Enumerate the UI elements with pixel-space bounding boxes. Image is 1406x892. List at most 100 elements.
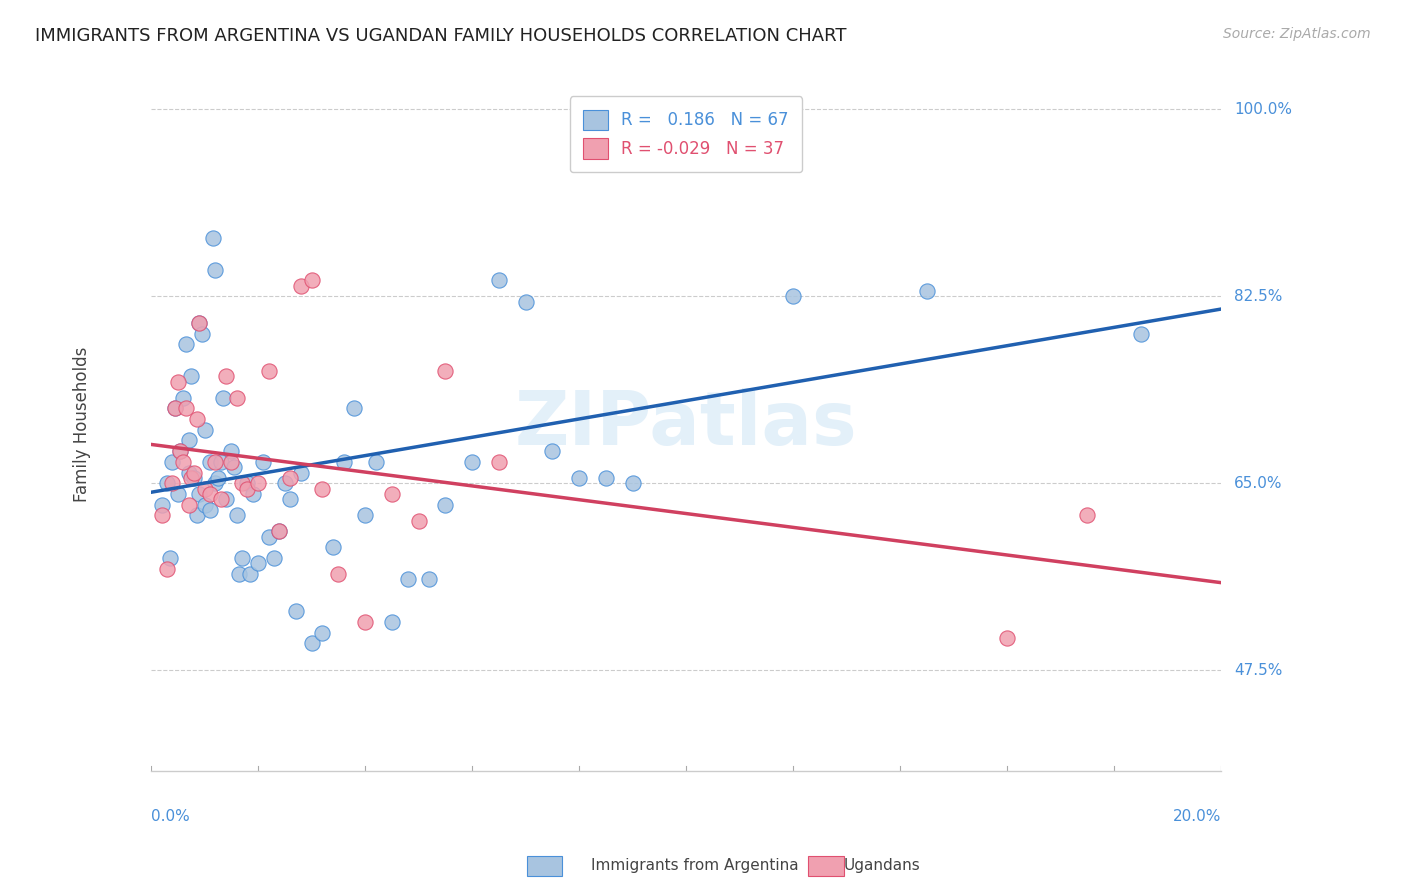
Point <box>193 498 215 512</box>
Point <box>183 471 205 485</box>
Point <box>434 498 457 512</box>
Point <box>165 401 187 416</box>
Point <box>166 487 188 501</box>
Point <box>180 369 202 384</box>
Point <box>364 455 387 469</box>
Point <box>165 401 187 416</box>
Point <box>188 316 211 330</box>
Point <box>343 401 366 416</box>
Point <box>782 289 804 303</box>
Point <box>239 566 262 581</box>
Point <box>225 391 247 405</box>
Point <box>150 508 173 523</box>
Point <box>231 550 253 565</box>
Point <box>198 503 221 517</box>
Point <box>221 455 243 469</box>
Point <box>221 444 243 458</box>
Point <box>169 444 191 458</box>
Point <box>222 460 245 475</box>
Text: 0.0%: 0.0% <box>150 809 190 824</box>
Point <box>198 455 221 469</box>
Point <box>201 230 224 244</box>
Point <box>568 471 591 485</box>
Point <box>541 444 564 458</box>
Point <box>150 498 173 512</box>
Point <box>204 476 226 491</box>
Text: 65.0%: 65.0% <box>1234 475 1282 491</box>
Point <box>242 487 264 501</box>
Point <box>396 572 419 586</box>
Point <box>263 550 285 565</box>
Point <box>236 482 259 496</box>
Point <box>488 273 510 287</box>
Point <box>1129 326 1152 341</box>
Point <box>172 391 194 405</box>
Point <box>311 482 333 496</box>
Point <box>174 401 197 416</box>
Legend: R =   0.186   N = 67, R = -0.029   N = 37: R = 0.186 N = 67, R = -0.029 N = 37 <box>569 96 803 172</box>
Point <box>186 508 208 523</box>
Point <box>177 434 200 448</box>
Point <box>162 476 184 491</box>
Point <box>408 514 430 528</box>
Point <box>166 375 188 389</box>
Point <box>204 455 226 469</box>
Point <box>188 316 211 330</box>
Point <box>290 466 312 480</box>
Point <box>247 556 270 570</box>
Point <box>177 498 200 512</box>
Point <box>311 625 333 640</box>
Point <box>284 604 307 618</box>
Point <box>274 476 297 491</box>
Point <box>156 561 179 575</box>
Point <box>381 615 404 629</box>
Point <box>236 476 259 491</box>
Text: Family Households: Family Households <box>73 347 90 502</box>
Text: Immigrants from Argentina: Immigrants from Argentina <box>591 858 799 872</box>
Point <box>301 273 323 287</box>
Point <box>488 455 510 469</box>
Point <box>204 262 226 277</box>
Point <box>209 455 232 469</box>
Point <box>183 466 205 480</box>
Point <box>193 482 215 496</box>
Point <box>198 487 221 501</box>
Point <box>621 476 644 491</box>
Point <box>215 492 238 507</box>
Point <box>180 471 202 485</box>
Point <box>231 476 253 491</box>
Text: Source: ZipAtlas.com: Source: ZipAtlas.com <box>1223 27 1371 41</box>
Point <box>328 566 350 581</box>
Text: 20.0%: 20.0% <box>1173 809 1220 824</box>
Text: ZIPatlas: ZIPatlas <box>515 388 858 461</box>
Point <box>995 631 1018 645</box>
Point <box>434 364 457 378</box>
Point <box>169 444 191 458</box>
Point <box>332 455 354 469</box>
Point <box>418 572 440 586</box>
Text: 47.5%: 47.5% <box>1234 663 1282 678</box>
Text: Ugandans: Ugandans <box>844 858 921 872</box>
Point <box>225 508 247 523</box>
Point <box>159 550 181 565</box>
Text: IMMIGRANTS FROM ARGENTINA VS UGANDAN FAMILY HOUSEHOLDS CORRELATION CHART: IMMIGRANTS FROM ARGENTINA VS UGANDAN FAM… <box>35 27 846 45</box>
Point <box>278 471 301 485</box>
Point <box>212 391 235 405</box>
Point <box>247 476 270 491</box>
Point <box>162 455 184 469</box>
Point <box>278 492 301 507</box>
Point <box>257 364 280 378</box>
Point <box>515 294 537 309</box>
Point <box>595 471 617 485</box>
Point <box>257 530 280 544</box>
Point <box>186 412 208 426</box>
Point <box>228 566 250 581</box>
Point <box>675 124 697 138</box>
Point <box>301 636 323 650</box>
Point <box>193 423 215 437</box>
Point <box>174 337 197 351</box>
Point <box>252 455 274 469</box>
Point <box>915 284 938 298</box>
Point <box>269 524 291 539</box>
Point <box>322 541 344 555</box>
